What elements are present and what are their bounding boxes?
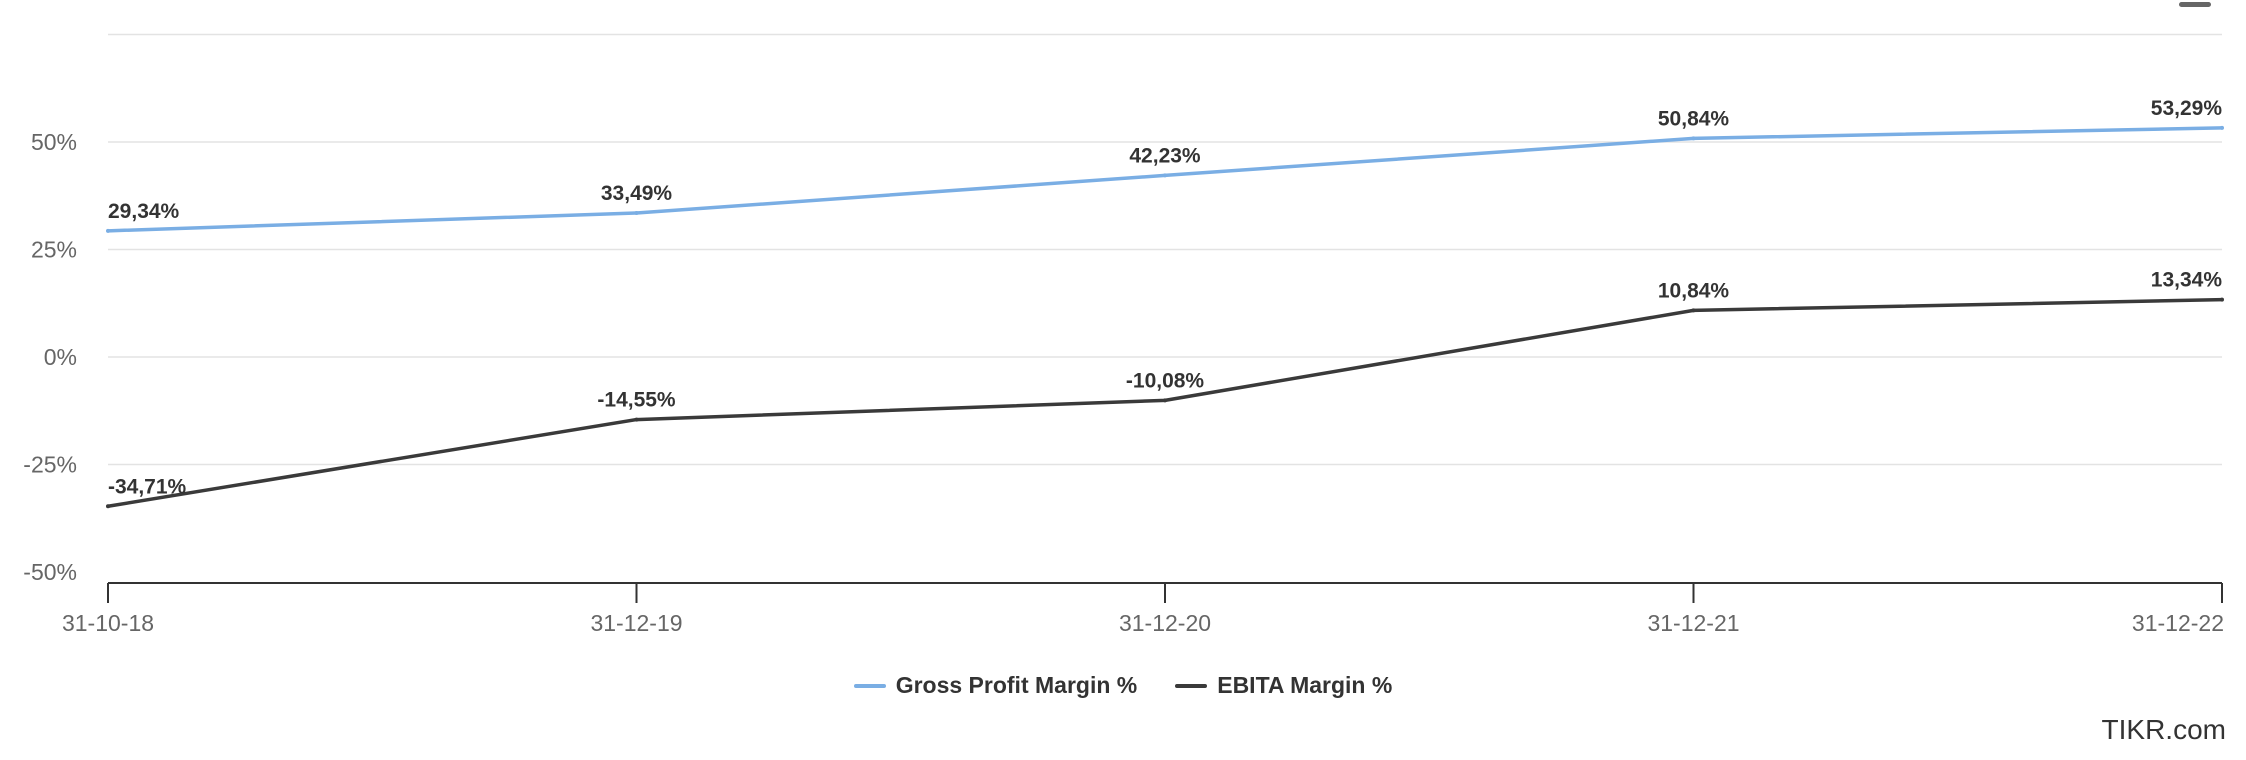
- data-point[interactable]: [106, 228, 110, 233]
- x-tick-label: 31-12-22: [2132, 610, 2224, 636]
- y-tick-label: -50%: [23, 559, 77, 585]
- data-point[interactable]: [1163, 398, 1167, 403]
- legend-item-gross-profit-margin[interactable]: Gross Profit Margin %: [853, 672, 1138, 699]
- y-tick-label: 25%: [31, 237, 77, 263]
- legend-item-ebita-margin[interactable]: EBITA Margin %: [1175, 672, 1392, 699]
- menu-handle-icon[interactable]: [2179, 2, 2211, 7]
- data-label: -14,55%: [597, 389, 676, 412]
- x-tick-label: 31-12-20: [1119, 610, 1211, 636]
- legend-label-gross-profit-margin: Gross Profit Margin %: [895, 672, 1138, 698]
- legend-swatch-ebita-margin: [1175, 683, 1208, 688]
- data-point[interactable]: [634, 417, 639, 422]
- legend: Gross Profit Margin % EBITA Margin %: [0, 672, 2246, 699]
- legend-swatch-gross-profit-margin: [853, 683, 886, 688]
- x-tick-label: 31-10-18: [62, 610, 154, 636]
- y-tick-label: 0%: [44, 344, 77, 370]
- data-label: 53,29%: [2151, 97, 2223, 120]
- data-label: 42,23%: [1129, 144, 1201, 167]
- data-label: 29,34%: [108, 200, 180, 223]
- series-line-ebita-margin: [106, 297, 2224, 509]
- data-point[interactable]: [1691, 136, 1696, 141]
- data-label: -34,71%: [108, 475, 187, 498]
- y-tick-label: -25%: [23, 452, 77, 478]
- data-point[interactable]: [634, 210, 639, 215]
- legend-label-ebita-margin: EBITA Margin %: [1217, 672, 1393, 698]
- y-tick-label: 50%: [31, 129, 77, 155]
- x-tick-label: 31-12-19: [590, 610, 682, 636]
- data-label: 13,34%: [2151, 269, 2223, 292]
- data-label: 33,49%: [601, 182, 673, 205]
- data-point[interactable]: [106, 504, 110, 509]
- data-point[interactable]: [1163, 173, 1167, 178]
- data-label: 10,84%: [1658, 279, 1730, 302]
- data-point[interactable]: [1691, 308, 1696, 313]
- data-label: -10,08%: [1126, 369, 1205, 392]
- data-point[interactable]: [2220, 125, 2224, 130]
- data-point[interactable]: [2220, 297, 2224, 302]
- x-tick-label: 31-12-21: [1647, 610, 1739, 636]
- series-line-gross-profit-margin: [106, 126, 2224, 233]
- data-label: 50,84%: [1658, 107, 1730, 130]
- watermark: TIKR.com: [2101, 714, 2226, 745]
